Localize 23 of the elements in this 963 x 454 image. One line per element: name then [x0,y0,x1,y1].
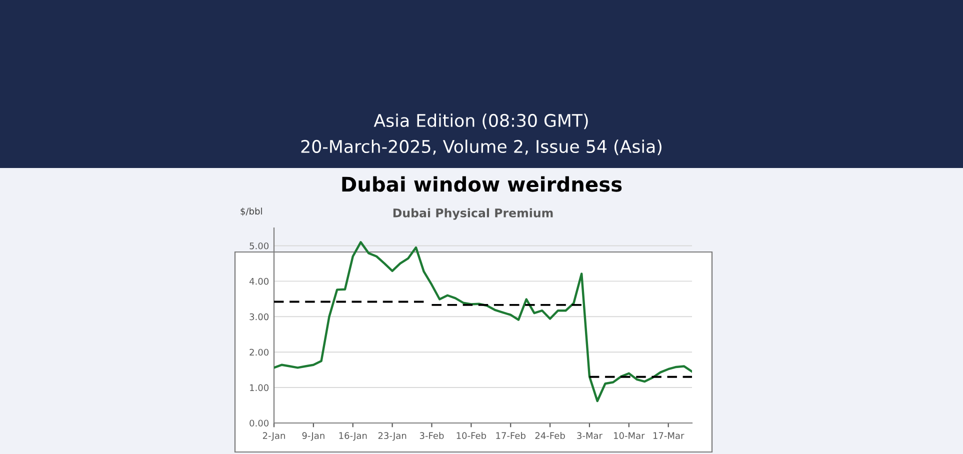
x-tick-label: 10-Feb [456,432,486,440]
y-axis-title: $/bbl [240,208,262,216]
y-tick-label: 5.00 [250,242,269,250]
x-tick-label: 10-Mar [614,432,645,440]
text: Asia Edition (08:30 GMT) [374,114,588,130]
y-tick-label: 3.00 [250,313,269,320]
y-tick-label: 1.00 [250,384,269,392]
text: 20-March-2025, Volume 2, Issue 54 (Asia) [301,140,662,156]
chart-title: Dubai window weirdness [342,176,622,192]
x-tick-label: 16-Jan [339,432,367,441]
x-tick-label: 23-Jan [378,432,406,441]
line-series [274,241,692,402]
x-tick-label: 17-Feb [496,432,526,440]
x-tick-label: 17-Mar [653,432,684,440]
x-tick-label: 9-Jan [302,432,324,441]
x-tick-label: 2-Jan [262,432,285,441]
y-tick-label: 0.00 [250,420,269,427]
chart-subtitle: Dubai Physical Premium [393,208,553,220]
y-tick-label: 4.00 [249,278,269,285]
x-tick-label: 3-Feb [420,432,444,440]
x-tick-label: 3-Mar [577,432,602,440]
x-tick-label: 24-Feb [535,432,565,440]
y-tick-label: 2.00 [250,348,269,356]
